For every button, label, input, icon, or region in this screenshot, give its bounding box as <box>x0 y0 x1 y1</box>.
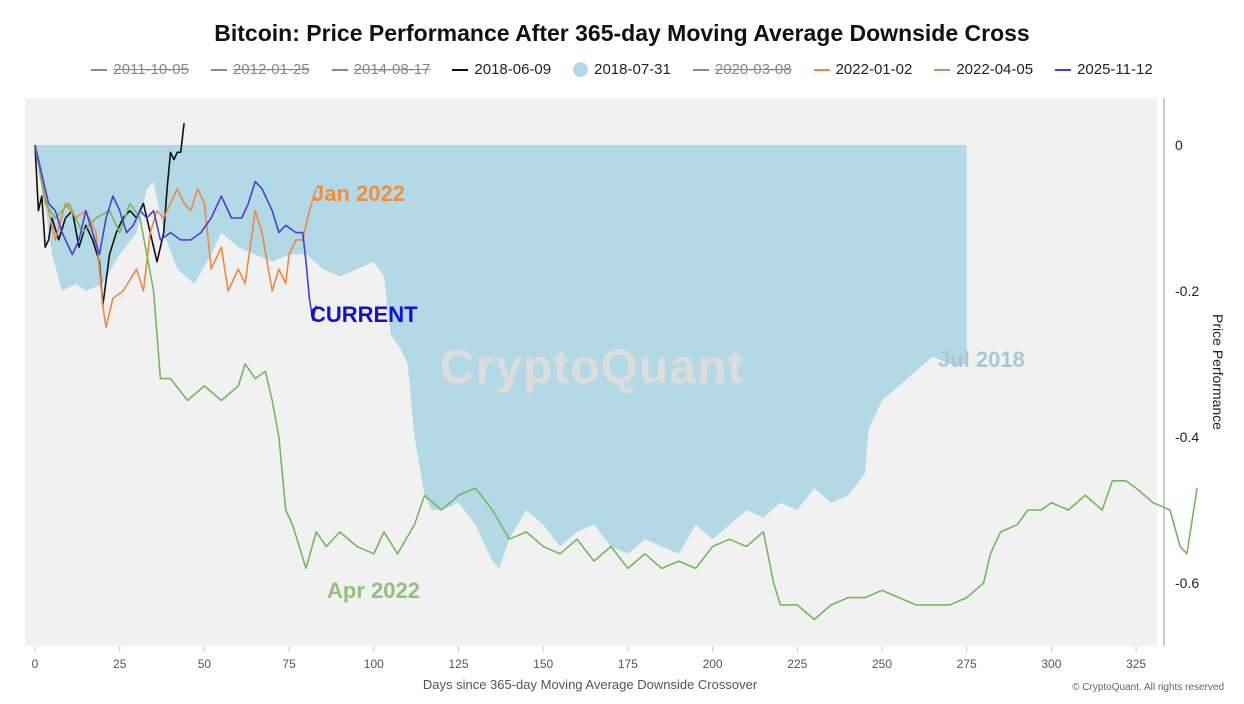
legend-item-2014-08-17[interactable]: 2014-08-17 <box>331 61 431 78</box>
legend-label: 2018-07-31 <box>594 61 671 78</box>
watermark: CryptoQuant <box>440 341 745 394</box>
legend-line-marker <box>1055 68 1072 71</box>
legend-line-marker <box>692 68 709 71</box>
legend-item-2012-01-25[interactable]: 2012-01-25 <box>210 61 310 78</box>
annotation-apr-2022: Apr 2022 <box>327 578 420 603</box>
legend-item-2025-11-12[interactable]: 2025-11-12 <box>1055 61 1153 78</box>
y-tick-label: 0 <box>1175 137 1183 153</box>
legend-label: 2011-10-05 <box>113 61 189 78</box>
legend-line-marker <box>934 68 951 71</box>
x-axis-label: Days since 365-day Moving Average Downsi… <box>422 677 758 692</box>
x-tick-label: 75 <box>282 657 296 671</box>
copyright: © CryptoQuant. All rights reserved <box>1072 682 1224 693</box>
line-series-2022-01-02 <box>34 144 317 329</box>
x-tick-label: 325 <box>1126 657 1146 671</box>
x-tick-label: 0 <box>32 657 39 671</box>
legend-item-2022-04-05[interactable]: 2022-04-05 <box>934 61 1033 78</box>
x-tick-label: 175 <box>618 657 638 671</box>
line-series-2025-11-12 <box>34 144 317 321</box>
legend-label: 2022-01-02 <box>835 61 913 78</box>
chart-title: Bitcoin: Price Performance After 365-day… <box>214 20 1030 46</box>
y-tick-label: -0.4 <box>1175 429 1199 445</box>
legend-line-marker <box>91 68 108 71</box>
legend-circle-marker <box>573 62 589 77</box>
legend-line-marker <box>210 68 227 71</box>
x-tick-label: 275 <box>957 657 977 671</box>
x-tick-label: 250 <box>872 657 892 671</box>
y-axis-label: Price Performance <box>1210 314 1226 430</box>
legend-label: 2020-03-08 <box>714 61 792 78</box>
x-tick-label: 200 <box>703 657 723 671</box>
line-series-2022-04-05 <box>34 144 1198 621</box>
annotation-jan-2022: Jan 2022 <box>312 181 405 206</box>
annotation-current: CURRENT <box>310 302 418 327</box>
legend-line-marker <box>813 68 830 71</box>
legend-item-2018-07-31[interactable]: 2018-07-31 <box>573 61 671 78</box>
x-tick-label: 50 <box>198 657 212 671</box>
y-tick-label: -0.6 <box>1175 575 1199 591</box>
y-tick-label: -0.2 <box>1175 283 1199 299</box>
x-tick-label: 25 <box>113 657 127 671</box>
legend-label: 2022-04-05 <box>956 61 1034 78</box>
legend-label: 2025-11-12 <box>1077 61 1153 78</box>
legend: 2011-10-05 2012-01-25 2014-08-17 2018-06-09… <box>0 61 1244 78</box>
legend-line-marker <box>331 68 348 71</box>
area-series-2018-07-31 <box>35 145 967 569</box>
legend-item-2011-10-05[interactable]: 2011-10-05 <box>91 61 189 78</box>
x-tick-label: 300 <box>1041 657 1061 671</box>
x-tick-label: 125 <box>448 657 468 671</box>
legend-line-marker <box>452 68 469 71</box>
annotation-jul-2018: Jul 2018 <box>938 347 1025 372</box>
legend-label: 2014-08-17 <box>353 61 431 78</box>
legend-item-2018-06-09[interactable]: 2018-06-09 <box>452 61 551 78</box>
legend-item-2022-01-02[interactable]: 2022-01-02 <box>813 61 913 78</box>
legend-item-2020-03-08[interactable]: 2020-03-08 <box>692 61 792 78</box>
legend-label: 2018-06-09 <box>474 61 552 78</box>
legend-label: 2012-01-25 <box>232 61 310 78</box>
x-tick-label: 150 <box>533 657 553 671</box>
x-tick-label: 225 <box>787 657 807 671</box>
x-tick-label: 100 <box>364 657 384 671</box>
